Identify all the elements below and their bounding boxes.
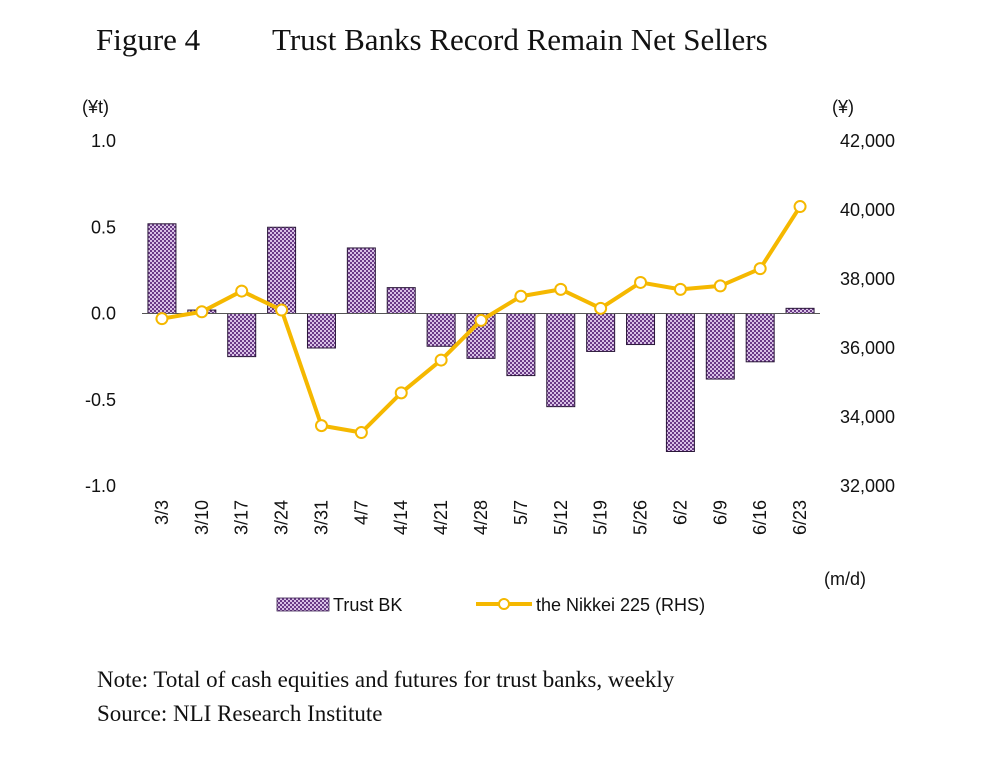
bar-trust-bk <box>227 313 257 358</box>
category-label: 3/17 <box>232 500 252 535</box>
right-tick-label: 36,000 <box>840 338 895 358</box>
left-tick-label: -1.0 <box>85 476 116 496</box>
right-tick-label: 32,000 <box>840 476 895 496</box>
legend-swatch-nikkei-marker <box>498 598 510 610</box>
legend-label-trust-bk: Trust BK <box>333 595 402 615</box>
category-label: 3/24 <box>272 500 292 535</box>
category-label: 4/28 <box>471 500 491 535</box>
nikkei-point <box>594 301 608 315</box>
category-label: 5/19 <box>591 500 611 535</box>
bar-trust-bk <box>506 313 536 377</box>
bar-trust-bk <box>626 313 656 346</box>
category-label: 5/26 <box>631 500 651 535</box>
category-label: 6/16 <box>750 500 770 535</box>
category-label: 5/7 <box>511 500 531 525</box>
bar-trust-bk <box>705 313 735 380</box>
legend: Trust BK the Nikkei 225 (RHS) <box>276 595 705 615</box>
nikkei-point <box>713 279 727 293</box>
x-axis-label: (m/d) <box>824 569 866 589</box>
category-label: 6/2 <box>670 500 690 525</box>
bar-trust-bk <box>267 226 297 314</box>
left-axis-ticks: 1.0 0.5 0.0 -0.5 -1.0 <box>85 131 116 496</box>
nikkei-point <box>514 289 528 303</box>
nikkei-point <box>195 305 209 319</box>
category-label: 6/9 <box>710 500 730 525</box>
category-label: 4/14 <box>391 500 411 535</box>
nikkei-point <box>554 282 568 296</box>
bar-trust-bk <box>785 307 815 315</box>
legend-label-nikkei: the Nikkei 225 (RHS) <box>536 595 705 615</box>
figure-number: Figure 4 <box>96 22 201 57</box>
nikkei-point <box>474 313 488 327</box>
category-label: 4/7 <box>351 500 371 525</box>
bar-trust-bk <box>586 313 616 352</box>
nikkei-line-series <box>155 200 807 440</box>
nikkei-point <box>673 282 687 296</box>
nikkei-point <box>155 312 169 326</box>
nikkei-point <box>394 386 408 400</box>
right-tick-label: 42,000 <box>840 131 895 151</box>
figure-title-text: Trust Banks Record Remain Net Sellers <box>272 22 768 57</box>
source-text: Source: NLI Research Institute <box>97 701 383 726</box>
category-labels: 3/3 3/10 3/17 3/24 3/31 4/7 4/14 4/21 4/28 5/7 5/1… <box>152 500 810 535</box>
right-tick-label: 40,000 <box>840 200 895 220</box>
left-tick-label: 0.0 <box>91 304 116 324</box>
left-tick-label: 1.0 <box>91 131 116 151</box>
note-text: Note: Total of cash equities and futures… <box>97 667 675 692</box>
nikkei-point <box>354 426 368 440</box>
right-tick-label: 34,000 <box>840 407 895 427</box>
category-label: 3/3 <box>152 500 172 525</box>
nikkei-point <box>634 275 648 289</box>
category-label: 4/21 <box>431 500 451 535</box>
nikkei-point <box>434 353 448 367</box>
nikkei-point <box>793 200 807 214</box>
left-tick-label: 0.5 <box>91 217 116 237</box>
bar-trust-bk <box>745 313 775 363</box>
category-label: 5/12 <box>551 500 571 535</box>
category-label: 3/10 <box>192 500 212 535</box>
bar-trust-bk <box>386 287 416 314</box>
bar-trust-bk <box>426 313 456 347</box>
nikkei-point <box>235 284 249 298</box>
trust-bk-bars <box>147 223 815 452</box>
right-axis-label: (¥) <box>832 97 854 117</box>
bar-trust-bk <box>546 313 576 408</box>
left-axis-label: (¥t) <box>82 97 109 117</box>
right-tick-label: 38,000 <box>840 269 895 289</box>
nikkei-point <box>753 262 767 276</box>
category-label: 3/31 <box>311 500 331 535</box>
right-axis-ticks: 42,000 40,000 38,000 36,000 34,000 32,000 <box>840 131 895 496</box>
category-label: 6/23 <box>790 500 810 535</box>
nikkei-point <box>275 303 289 317</box>
left-tick-label: -0.5 <box>85 390 116 410</box>
nikkei-point <box>314 419 328 433</box>
bar-trust-bk <box>346 247 376 314</box>
figure-title: Figure 4 Trust Banks Record Remain Net Se… <box>96 22 768 58</box>
bar-trust-bk <box>306 313 336 349</box>
bar-trust-bk <box>147 223 177 314</box>
chart-area: (¥t) (¥) (m/d) 1.00.50.0-0.5-1.0 42,0004… <box>82 97 895 615</box>
legend-swatch-trust-bk <box>276 597 330 612</box>
bar-trust-bk <box>665 313 695 452</box>
